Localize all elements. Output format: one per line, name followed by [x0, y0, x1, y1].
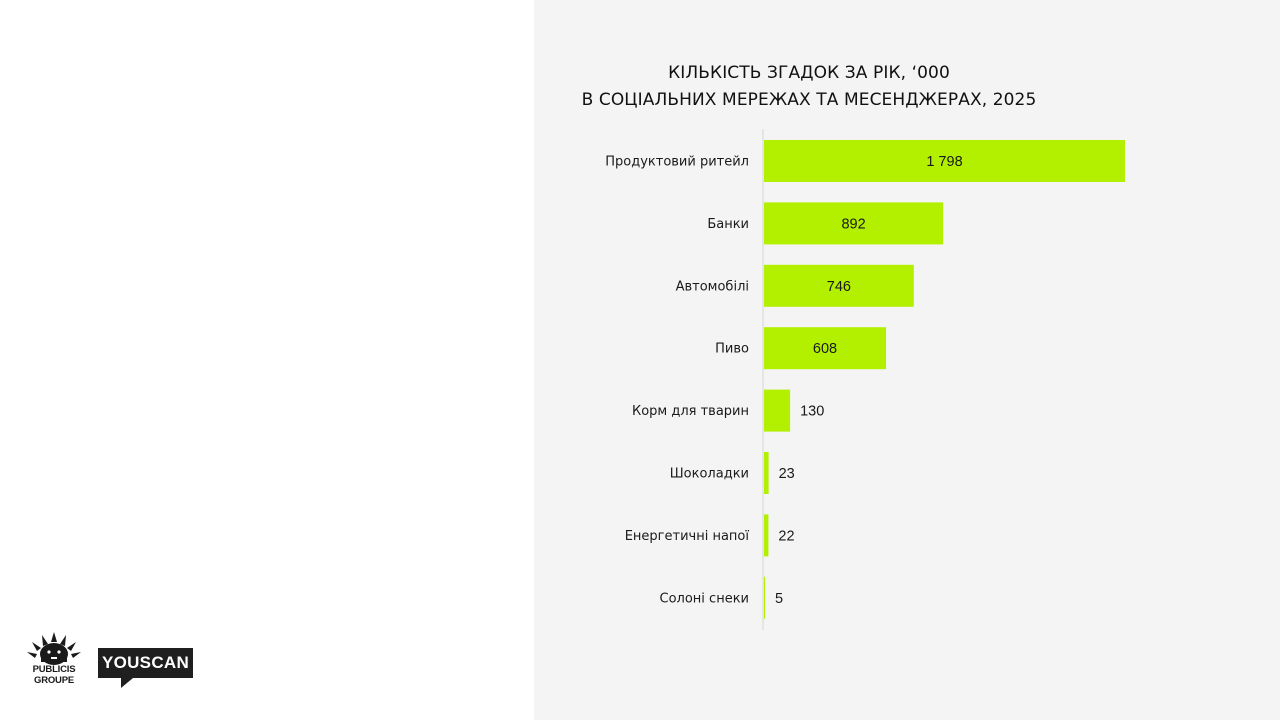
data-label: 130	[800, 404, 824, 420]
chart-title-line-1: КІЛЬКІСТЬ ЗГАДОК ЗА РІК, ‘000	[668, 63, 950, 83]
data-label: 608	[813, 341, 837, 357]
bar	[764, 264, 914, 307]
data-label: 1 798	[926, 154, 962, 170]
category-label: Енергетичні напої	[625, 529, 750, 544]
category-label: Солоні снеки	[660, 591, 749, 606]
category-label: Корм для тварин	[632, 404, 749, 419]
bar	[764, 202, 944, 245]
publicis-lion-logo-icon	[27, 632, 81, 665]
publicis-groupe-wordmark: PUBLICIS GROUPE	[22, 664, 86, 686]
publicis-wordmark-line-1: PUBLICIS	[32, 664, 76, 675]
chart-panel	[534, 0, 1280, 720]
category-label: Шоколадки	[670, 467, 749, 482]
bar-chart: Продуктовий ритейл 1 798 Банки 892 Автомобіл…	[605, 129, 1125, 630]
bar	[764, 452, 769, 494]
category-label: Продуктовий ритейл	[605, 155, 749, 170]
data-label: 746	[827, 279, 851, 295]
chart-title-line-2: В СОЦІАЛЬНИХ МЕРЕЖАХ ТА МЕСЕНДЖЕРАХ, 202…	[581, 90, 1037, 110]
left-blank-pane	[0, 0, 534, 720]
category-label: Автомобілі	[676, 279, 749, 294]
data-label: 23	[779, 466, 795, 482]
bar	[764, 389, 791, 432]
youscan-logo: YOUSCAN	[98, 648, 193, 678]
publicis-wordmark-line-2: GROUPE	[34, 675, 74, 686]
category-label: Банки	[707, 217, 749, 232]
bar	[764, 327, 887, 370]
data-label: 22	[778, 528, 794, 544]
data-label: 5	[775, 591, 783, 607]
bar	[764, 514, 769, 557]
youscan-logo-tail	[121, 678, 133, 688]
data-label: 892	[841, 216, 865, 232]
category-label: Пиво	[715, 342, 749, 357]
bar	[764, 576, 766, 619]
chart-title: КІЛЬКІСТЬ ЗГАДОК ЗА РІК, ‘000 В СОЦІАЛЬН…	[534, 60, 1084, 114]
bar	[764, 140, 1125, 182]
